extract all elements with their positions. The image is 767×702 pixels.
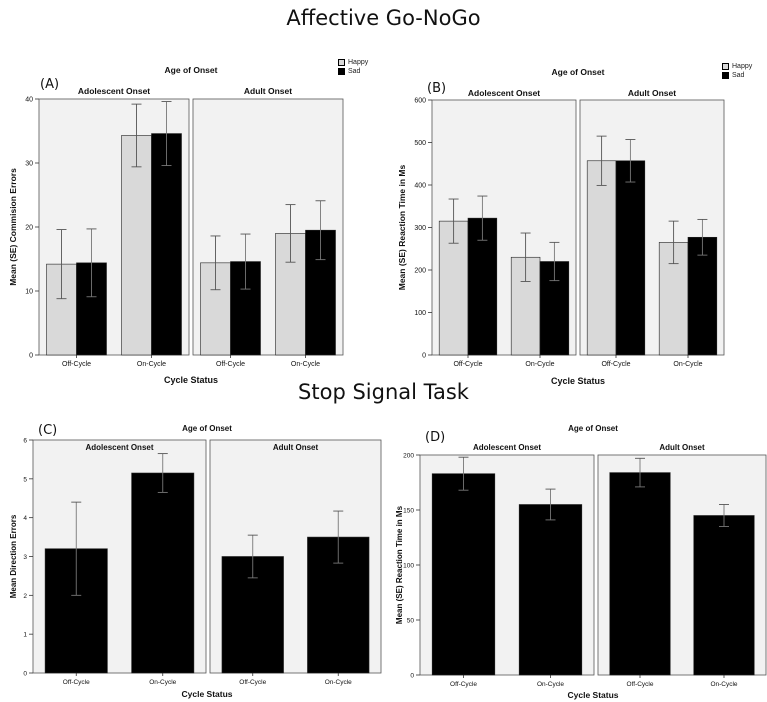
bar [151, 133, 182, 356]
legend-panel-a: Happy Sad [338, 58, 368, 76]
legend-label-sad: Sad [732, 72, 745, 79]
legend-swatch-sad [722, 72, 729, 79]
legend-label-happy: Happy [348, 59, 369, 66]
y-tick-label: 0 [23, 671, 27, 678]
chart-panel-d: (D) Age of Onset Adolescent Onset Adult Ons… [395, 424, 767, 700]
bar [586, 160, 617, 356]
y-axis-label: Mean (SE) Reaction Time in Ms [397, 164, 407, 290]
y-tick-label: 6 [23, 438, 27, 445]
legend-swatch-happy [722, 63, 729, 70]
x-tick-label: On-Cycle [291, 361, 320, 368]
y-tick-label: 5 [23, 476, 27, 483]
x-axis-label: Cycle Status [164, 375, 218, 385]
panel-label: (A) [40, 77, 59, 92]
x-tick-label: Off-Cycle [453, 361, 482, 368]
y-tick-label: 30 [25, 161, 33, 168]
bar [687, 236, 718, 356]
y-tick-label: 50 [407, 618, 415, 625]
y-tick-label: 0 [410, 673, 414, 680]
chart-panel-b: (B) Age of Onset Adolescent Onset Adult Ons… [397, 67, 725, 386]
x-tick-label: Off-Cycle [239, 679, 266, 686]
facet-label: Adult Onset [273, 443, 319, 452]
y-tick-label: 10 [25, 289, 33, 296]
y-tick-label: 2 [23, 593, 27, 600]
bar [609, 472, 671, 676]
legend-entry-sad: Sad [338, 67, 368, 76]
x-tick-label: Off-Cycle [63, 679, 90, 686]
x-tick-label: Off-Cycle [601, 361, 630, 368]
facet-title: Age of Onset [568, 424, 618, 433]
y-tick-label: 20 [25, 225, 33, 232]
legend-entry-happy: Happy [338, 58, 368, 67]
y-tick-label: 100 [403, 563, 414, 570]
legend-panel-b: Happy Sad [722, 62, 752, 80]
panel-label: (D) [425, 430, 445, 445]
legend-swatch-happy [338, 59, 345, 66]
y-tick-label: 40 [25, 97, 33, 104]
facet-label: Adolescent Onset [468, 88, 540, 98]
y-tick-label: 500 [414, 140, 426, 147]
bar [615, 160, 646, 356]
bar [131, 472, 195, 674]
facet-label: Adolescent Onset [85, 443, 153, 452]
facet-title: Age of Onset [182, 424, 232, 433]
y-tick-label: 600 [414, 98, 426, 105]
x-tick-label: On-Cycle [673, 361, 702, 368]
x-tick-label: On-Cycle [149, 679, 176, 686]
bar [467, 217, 498, 356]
y-axis-label: Mean Direction Errors [9, 514, 18, 598]
legend-swatch-sad [338, 68, 345, 75]
bar [518, 504, 583, 676]
y-tick-label: 100 [414, 310, 426, 317]
facet-label: Adolescent Onset [473, 443, 541, 452]
x-tick-label: Off-Cycle [627, 681, 654, 688]
panel-label: (C) [38, 423, 57, 438]
y-tick-label: 300 [414, 225, 426, 232]
y-axis-label: Mean (SE) Commision Errors [8, 168, 18, 286]
section-title-affective-go-nogo: Affective Go-NoGo [286, 6, 481, 30]
facet-title: Age of Onset [165, 65, 218, 75]
y-tick-label: 3 [23, 554, 27, 561]
x-tick-label: On-Cycle [137, 361, 166, 368]
bar [693, 515, 755, 676]
x-tick-label: On-Cycle [525, 361, 554, 368]
x-tick-label: On-Cycle [710, 681, 737, 688]
facet-label: Adolescent Onset [78, 86, 150, 96]
facet-label: Adult Onset [659, 443, 705, 452]
facet-title: Age of Onset [552, 67, 605, 77]
y-tick-label: 200 [403, 453, 414, 460]
y-tick-label: 0 [29, 353, 33, 360]
legend-entry-sad: Sad [722, 71, 752, 80]
chart-panel-a: (A) Age of Onset Adolescent Onset Adult Ons… [8, 65, 344, 385]
y-tick-label: 200 [414, 268, 426, 275]
panel-label: (B) [427, 81, 446, 96]
x-tick-label: Off-Cycle [62, 361, 91, 368]
legend-label-happy: Happy [732, 63, 753, 70]
facet-label: Adult Onset [628, 88, 676, 98]
y-tick-label: 1 [23, 632, 27, 639]
x-tick-label: On-Cycle [325, 679, 352, 686]
chart-panel-c: (C) Age of Onset Adolescent Onset Adult Ons… [9, 423, 382, 699]
y-tick-label: 150 [403, 508, 414, 515]
x-axis-label: Cycle Status [567, 690, 618, 700]
legend-label-sad: Sad [348, 68, 361, 75]
x-axis-label: Cycle Status [551, 376, 605, 386]
x-axis-label: Cycle Status [181, 689, 232, 699]
y-tick-label: 4 [23, 515, 27, 522]
legend-entry-happy: Happy [722, 62, 752, 71]
facet-label: Adult Onset [244, 86, 292, 96]
y-tick-label: 400 [414, 183, 426, 190]
section-title-stop-signal-task: Stop Signal Task [298, 380, 469, 404]
x-tick-label: Off-Cycle [450, 681, 477, 688]
bar [121, 135, 152, 356]
x-tick-label: On-Cycle [537, 681, 564, 688]
bar [431, 473, 496, 676]
y-tick-label: 0 [422, 353, 426, 360]
y-axis-label: Mean (SE) Reaction Time in Ms [395, 505, 404, 624]
x-tick-label: Off-Cycle [216, 361, 245, 368]
